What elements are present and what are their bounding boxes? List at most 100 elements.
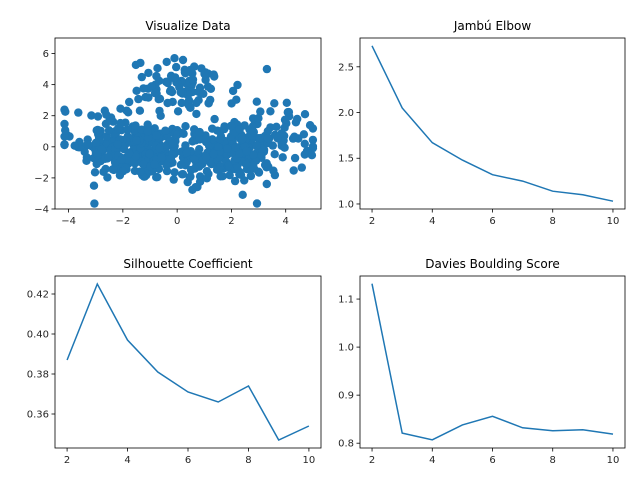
chart-title: Davies Boulding Score: [425, 257, 560, 271]
scatter-point: [61, 107, 70, 116]
scatter-point: [228, 86, 238, 96]
scatter-point: [262, 179, 271, 189]
scatter-point: [103, 173, 112, 182]
scatter-point: [157, 153, 166, 162]
scatter-point: [203, 82, 213, 91]
scatter-point: [249, 127, 258, 137]
scatter-point: [238, 190, 247, 199]
plot-area: [371, 45, 614, 202]
x-tick-label: 6: [185, 455, 191, 466]
scatter-point: [238, 135, 247, 144]
scatter-point: [263, 134, 273, 143]
x-tick-label: 4: [283, 216, 289, 227]
scatter-point: [235, 149, 244, 158]
scatter-point: [300, 150, 309, 159]
scatter-point: [139, 160, 148, 169]
plot-area: [60, 54, 318, 208]
scatter-point: [204, 98, 213, 108]
scatter-point: [300, 139, 309, 148]
y-tick-label: −4: [34, 205, 49, 216]
scatter-point: [202, 167, 212, 176]
scatter-point: [192, 109, 201, 119]
x-tick-label: 8: [245, 455, 251, 466]
scatter-point: [188, 75, 198, 84]
axes-frame: [54, 37, 322, 210]
y-tick-label: 0.8: [338, 439, 354, 450]
scatter-point: [60, 126, 70, 135]
chart-title: Silhouette Coefficient: [123, 257, 252, 271]
scatter-point: [161, 126, 170, 135]
scatter-point: [195, 133, 204, 143]
y-tick-label: 0.38: [27, 370, 49, 381]
y-tick-label: 0.42: [27, 290, 49, 301]
scatter-point: [181, 141, 190, 150]
scatter-point: [273, 134, 282, 143]
scatter-point: [145, 149, 154, 159]
scatter-point: [91, 138, 101, 147]
scatter-point: [188, 185, 197, 194]
series-line: [371, 283, 614, 441]
scatter-point: [90, 168, 100, 177]
y-tick-label: 0: [43, 142, 49, 153]
x-tick-label: −4: [61, 216, 76, 227]
scatter-point: [82, 156, 91, 165]
x-tick-label: 4: [124, 455, 130, 466]
scatter-point: [155, 106, 164, 116]
scatter-point: [116, 104, 125, 113]
scatter-point: [161, 77, 171, 87]
scatter-point: [190, 155, 200, 165]
scatter-point: [210, 72, 219, 81]
scatter-point: [202, 134, 211, 143]
scatter-point: [178, 55, 188, 65]
y-tick-label: 2.5: [338, 62, 354, 73]
scatter-point: [266, 107, 275, 116]
scatter-point: [185, 172, 194, 182]
scatter-point: [143, 120, 152, 129]
scatter-point: [136, 167, 145, 176]
scatter-point: [90, 199, 99, 208]
scatter-point: [83, 140, 93, 150]
scatter-point: [223, 144, 232, 153]
scatter-point: [147, 82, 156, 91]
scatter-point: [139, 84, 148, 93]
y-tick-label: 4: [43, 80, 49, 91]
y-tick-label: 0.36: [27, 410, 49, 421]
scatter-point: [131, 121, 140, 130]
series-line: [66, 282, 310, 441]
scatter-point: [166, 154, 176, 163]
scatter-point: [280, 115, 290, 125]
y-tick-label: 6: [43, 49, 49, 60]
scatter-point: [182, 148, 191, 157]
scatter-point: [214, 165, 223, 174]
scatter-point: [242, 146, 251, 156]
scatter-point: [60, 119, 69, 129]
scatter-point: [232, 95, 241, 104]
scatter-point: [257, 150, 266, 160]
scatter-point: [152, 131, 161, 140]
scatter-point: [231, 143, 240, 152]
scatter-point: [254, 114, 263, 123]
y-tick-label: 1.0: [338, 343, 354, 354]
scatter-point: [209, 149, 218, 159]
scatter-point: [169, 175, 178, 184]
y-tick-label: 2: [43, 111, 49, 122]
scatter-point: [172, 62, 181, 72]
scatter-point: [134, 94, 143, 104]
scatter-point: [270, 150, 279, 159]
scatter-point: [137, 72, 146, 82]
scatter-point: [104, 152, 113, 161]
scatter-point: [173, 130, 182, 139]
scatter-point: [214, 142, 223, 151]
scatter-point: [131, 60, 141, 70]
scatter-point: [218, 172, 227, 181]
x-tick-label: 6: [489, 455, 495, 466]
scatter-point: [60, 132, 69, 141]
scatter-point: [305, 121, 315, 130]
scatter-point: [89, 181, 99, 190]
y-tick-label: 1.1: [338, 295, 354, 306]
scatter-point: [74, 108, 83, 117]
x-tick-label: 0: [174, 216, 180, 227]
scatter-point: [297, 163, 306, 172]
scatter-point: [300, 110, 310, 119]
